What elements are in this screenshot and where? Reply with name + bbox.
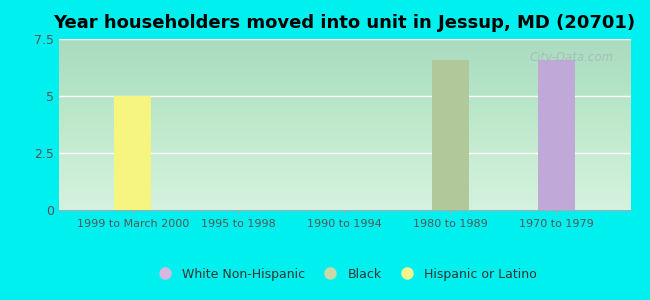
Bar bbox=[432, 59, 469, 210]
Title: Year householders moved into unit in Jessup, MD (20701): Year householders moved into unit in Jes… bbox=[53, 14, 636, 32]
Text: City-Data.com: City-Data.com bbox=[529, 51, 614, 64]
Legend: White Non-Hispanic, Black, Hispanic or Latino: White Non-Hispanic, Black, Hispanic or L… bbox=[147, 263, 542, 286]
Bar bbox=[538, 59, 575, 210]
Bar bbox=[114, 96, 151, 210]
